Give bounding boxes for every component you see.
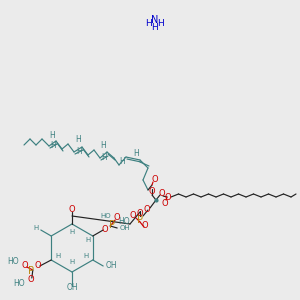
Text: O: O bbox=[149, 188, 155, 196]
Text: O: O bbox=[144, 206, 150, 214]
Text: OH: OH bbox=[105, 262, 117, 271]
Text: O: O bbox=[137, 208, 143, 217]
Text: H: H bbox=[119, 158, 125, 166]
Text: O: O bbox=[22, 262, 28, 271]
Text: H: H bbox=[69, 229, 75, 235]
Text: H: H bbox=[34, 225, 39, 231]
Text: H: H bbox=[76, 148, 82, 157]
Text: O: O bbox=[130, 212, 136, 220]
Text: H: H bbox=[50, 142, 56, 151]
Text: O: O bbox=[162, 199, 168, 208]
Text: O: O bbox=[34, 262, 41, 271]
Text: H: H bbox=[83, 253, 88, 259]
Text: P: P bbox=[28, 266, 34, 276]
Text: O: O bbox=[28, 275, 34, 284]
Text: H: H bbox=[146, 20, 152, 28]
Text: O: O bbox=[159, 188, 165, 197]
Text: HO: HO bbox=[7, 257, 19, 266]
Text: H: H bbox=[158, 20, 164, 28]
Text: H: H bbox=[133, 148, 139, 158]
Text: O: O bbox=[102, 226, 109, 235]
Text: P: P bbox=[137, 215, 143, 225]
Text: HO: HO bbox=[13, 280, 25, 289]
Text: P: P bbox=[109, 220, 115, 230]
Text: O: O bbox=[69, 206, 75, 214]
Text: H: H bbox=[56, 253, 61, 259]
Text: H: H bbox=[85, 237, 91, 243]
Text: H: H bbox=[75, 136, 81, 145]
Text: H: H bbox=[101, 152, 107, 161]
Text: H: H bbox=[49, 130, 55, 140]
Text: O: O bbox=[114, 214, 121, 223]
Text: OH: OH bbox=[66, 283, 78, 292]
Text: OH: OH bbox=[119, 225, 130, 231]
Text: H: H bbox=[100, 142, 106, 151]
Text: O: O bbox=[142, 221, 148, 230]
Text: HO: HO bbox=[118, 218, 130, 226]
Text: HO: HO bbox=[100, 213, 111, 219]
Text: O: O bbox=[152, 176, 158, 184]
Text: N: N bbox=[151, 15, 159, 25]
Text: H: H bbox=[152, 23, 158, 32]
Text: H: H bbox=[69, 259, 75, 265]
Text: O: O bbox=[165, 193, 171, 202]
